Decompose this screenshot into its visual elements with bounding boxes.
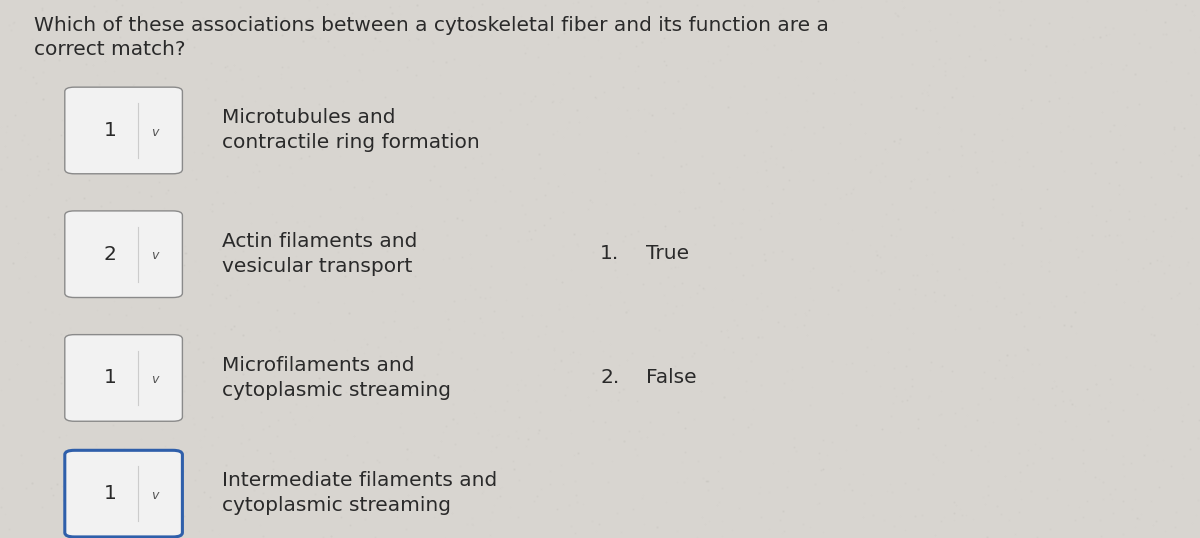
Text: Microtubules and
contractile ring formation: Microtubules and contractile ring format…	[222, 108, 480, 152]
Text: v: v	[151, 249, 158, 262]
Text: Actin filaments and
vesicular transport: Actin filaments and vesicular transport	[222, 232, 418, 276]
Text: True: True	[646, 244, 689, 264]
Text: Which of these associations between a cytoskeletal fiber and its function are a
: Which of these associations between a cy…	[34, 16, 828, 59]
Text: 1: 1	[103, 369, 116, 387]
Text: 1: 1	[103, 484, 116, 503]
Text: 1: 1	[103, 121, 116, 140]
Text: Intermediate filaments and
cytoplasmic streaming: Intermediate filaments and cytoplasmic s…	[222, 471, 497, 515]
Text: v: v	[151, 125, 158, 138]
Text: 2.: 2.	[600, 368, 619, 387]
Text: v: v	[151, 373, 158, 386]
FancyBboxPatch shape	[65, 87, 182, 174]
Text: Microfilaments and
cytoplasmic streaming: Microfilaments and cytoplasmic streaming	[222, 356, 451, 400]
FancyBboxPatch shape	[65, 211, 182, 298]
Text: 1.: 1.	[600, 244, 619, 264]
Text: v: v	[151, 489, 158, 501]
FancyBboxPatch shape	[65, 335, 182, 421]
FancyBboxPatch shape	[65, 450, 182, 537]
Text: 2: 2	[103, 245, 116, 264]
Text: False: False	[646, 368, 696, 387]
